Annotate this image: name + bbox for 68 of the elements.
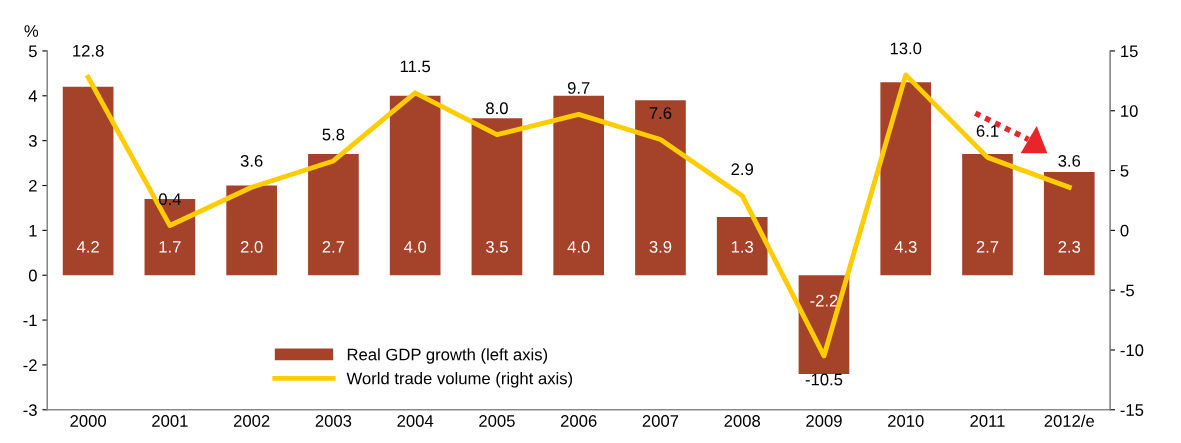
x-tick-label: 2000: [70, 415, 107, 427]
data-label: 2.0: [240, 240, 263, 253]
legend-label: World trade volume (right axis): [346, 372, 573, 388]
data-label: 4.2: [76, 240, 99, 253]
y-axis-title: %: [24, 25, 39, 37]
y-tick-label: 2: [29, 179, 37, 192]
bar: [716, 216, 768, 276]
legend-label: Real GDP growth (left axis): [347, 348, 548, 364]
x-tick-label: 2008: [724, 415, 761, 427]
y-tick-label: -2: [23, 359, 37, 371]
data-label: 2.3: [1058, 240, 1081, 253]
bar: [962, 154, 1013, 276]
y2-tick-label: 5: [1120, 165, 1129, 177]
x-tick-label: 2001: [152, 415, 188, 427]
bar: [635, 100, 686, 276]
y-tick-label: 5: [28, 45, 37, 58]
data-label: 3.9: [649, 240, 672, 253]
x-tick-label: 2009: [806, 415, 842, 427]
x-tick-label: 2010: [888, 415, 924, 427]
x-tick-label: 2003: [315, 415, 352, 427]
y-tick-label: 4: [28, 90, 38, 102]
x-tick-label: 2002: [233, 415, 270, 427]
y-tick-label: 1: [29, 224, 37, 237]
data-label: 7.6: [649, 107, 672, 119]
y-tick-label: 3: [28, 135, 37, 147]
bar: [62, 86, 114, 276]
data-label: 4.3: [894, 240, 917, 253]
data-label: -2.2: [810, 294, 838, 307]
bar: [389, 95, 441, 276]
data-label: 3.6: [240, 154, 263, 167]
bar: [553, 95, 605, 276]
y2-tick-label: -15: [1120, 404, 1144, 416]
data-label: 6.1: [976, 125, 999, 137]
x-tick-label: 2005: [479, 415, 515, 427]
y2-tick-label: 15: [1121, 45, 1138, 58]
y-tick-label: -1: [23, 314, 37, 327]
data-label: 3.5: [485, 240, 508, 253]
x-tick-label: 2012/e: [1044, 414, 1095, 427]
bar: [471, 118, 523, 276]
data-label: 2.7: [976, 240, 999, 253]
x-tick-label: 2011: [970, 415, 1005, 427]
data-label: 1.7: [159, 241, 181, 253]
y2-tick-label: 0: [1120, 224, 1129, 237]
data-label: 2.9: [731, 163, 754, 176]
data-label: 1.3: [731, 240, 754, 253]
data-label: -10.5: [805, 373, 843, 386]
data-label: 4.0: [567, 240, 590, 253]
x-tick-label: 2006: [560, 415, 597, 427]
y2-tick-label: -10: [1120, 344, 1144, 357]
bar: [308, 154, 359, 276]
data-label: 3.6: [1058, 154, 1081, 167]
x-tick-label: 2007: [642, 415, 679, 427]
y-tick-label: 0: [28, 269, 37, 282]
bar: [880, 82, 932, 276]
data-label: 12.8: [73, 44, 104, 57]
y2-tick-label: -5: [1120, 284, 1134, 297]
bar: [1043, 172, 1095, 276]
data-label: 4.0: [403, 240, 427, 253]
x-tick-label: 2004: [397, 415, 434, 427]
data-label: 11.5: [400, 60, 431, 73]
data-label: 8.0: [486, 102, 508, 115]
y2-tick-label: 10: [1121, 105, 1138, 117]
data-label: 13.0: [890, 42, 922, 55]
data-label: 5.8: [322, 128, 345, 141]
y-tick-label: -3: [23, 404, 37, 416]
data-label: 2.7: [322, 240, 345, 253]
data-label: 9.7: [567, 82, 590, 94]
bar: [226, 185, 277, 276]
